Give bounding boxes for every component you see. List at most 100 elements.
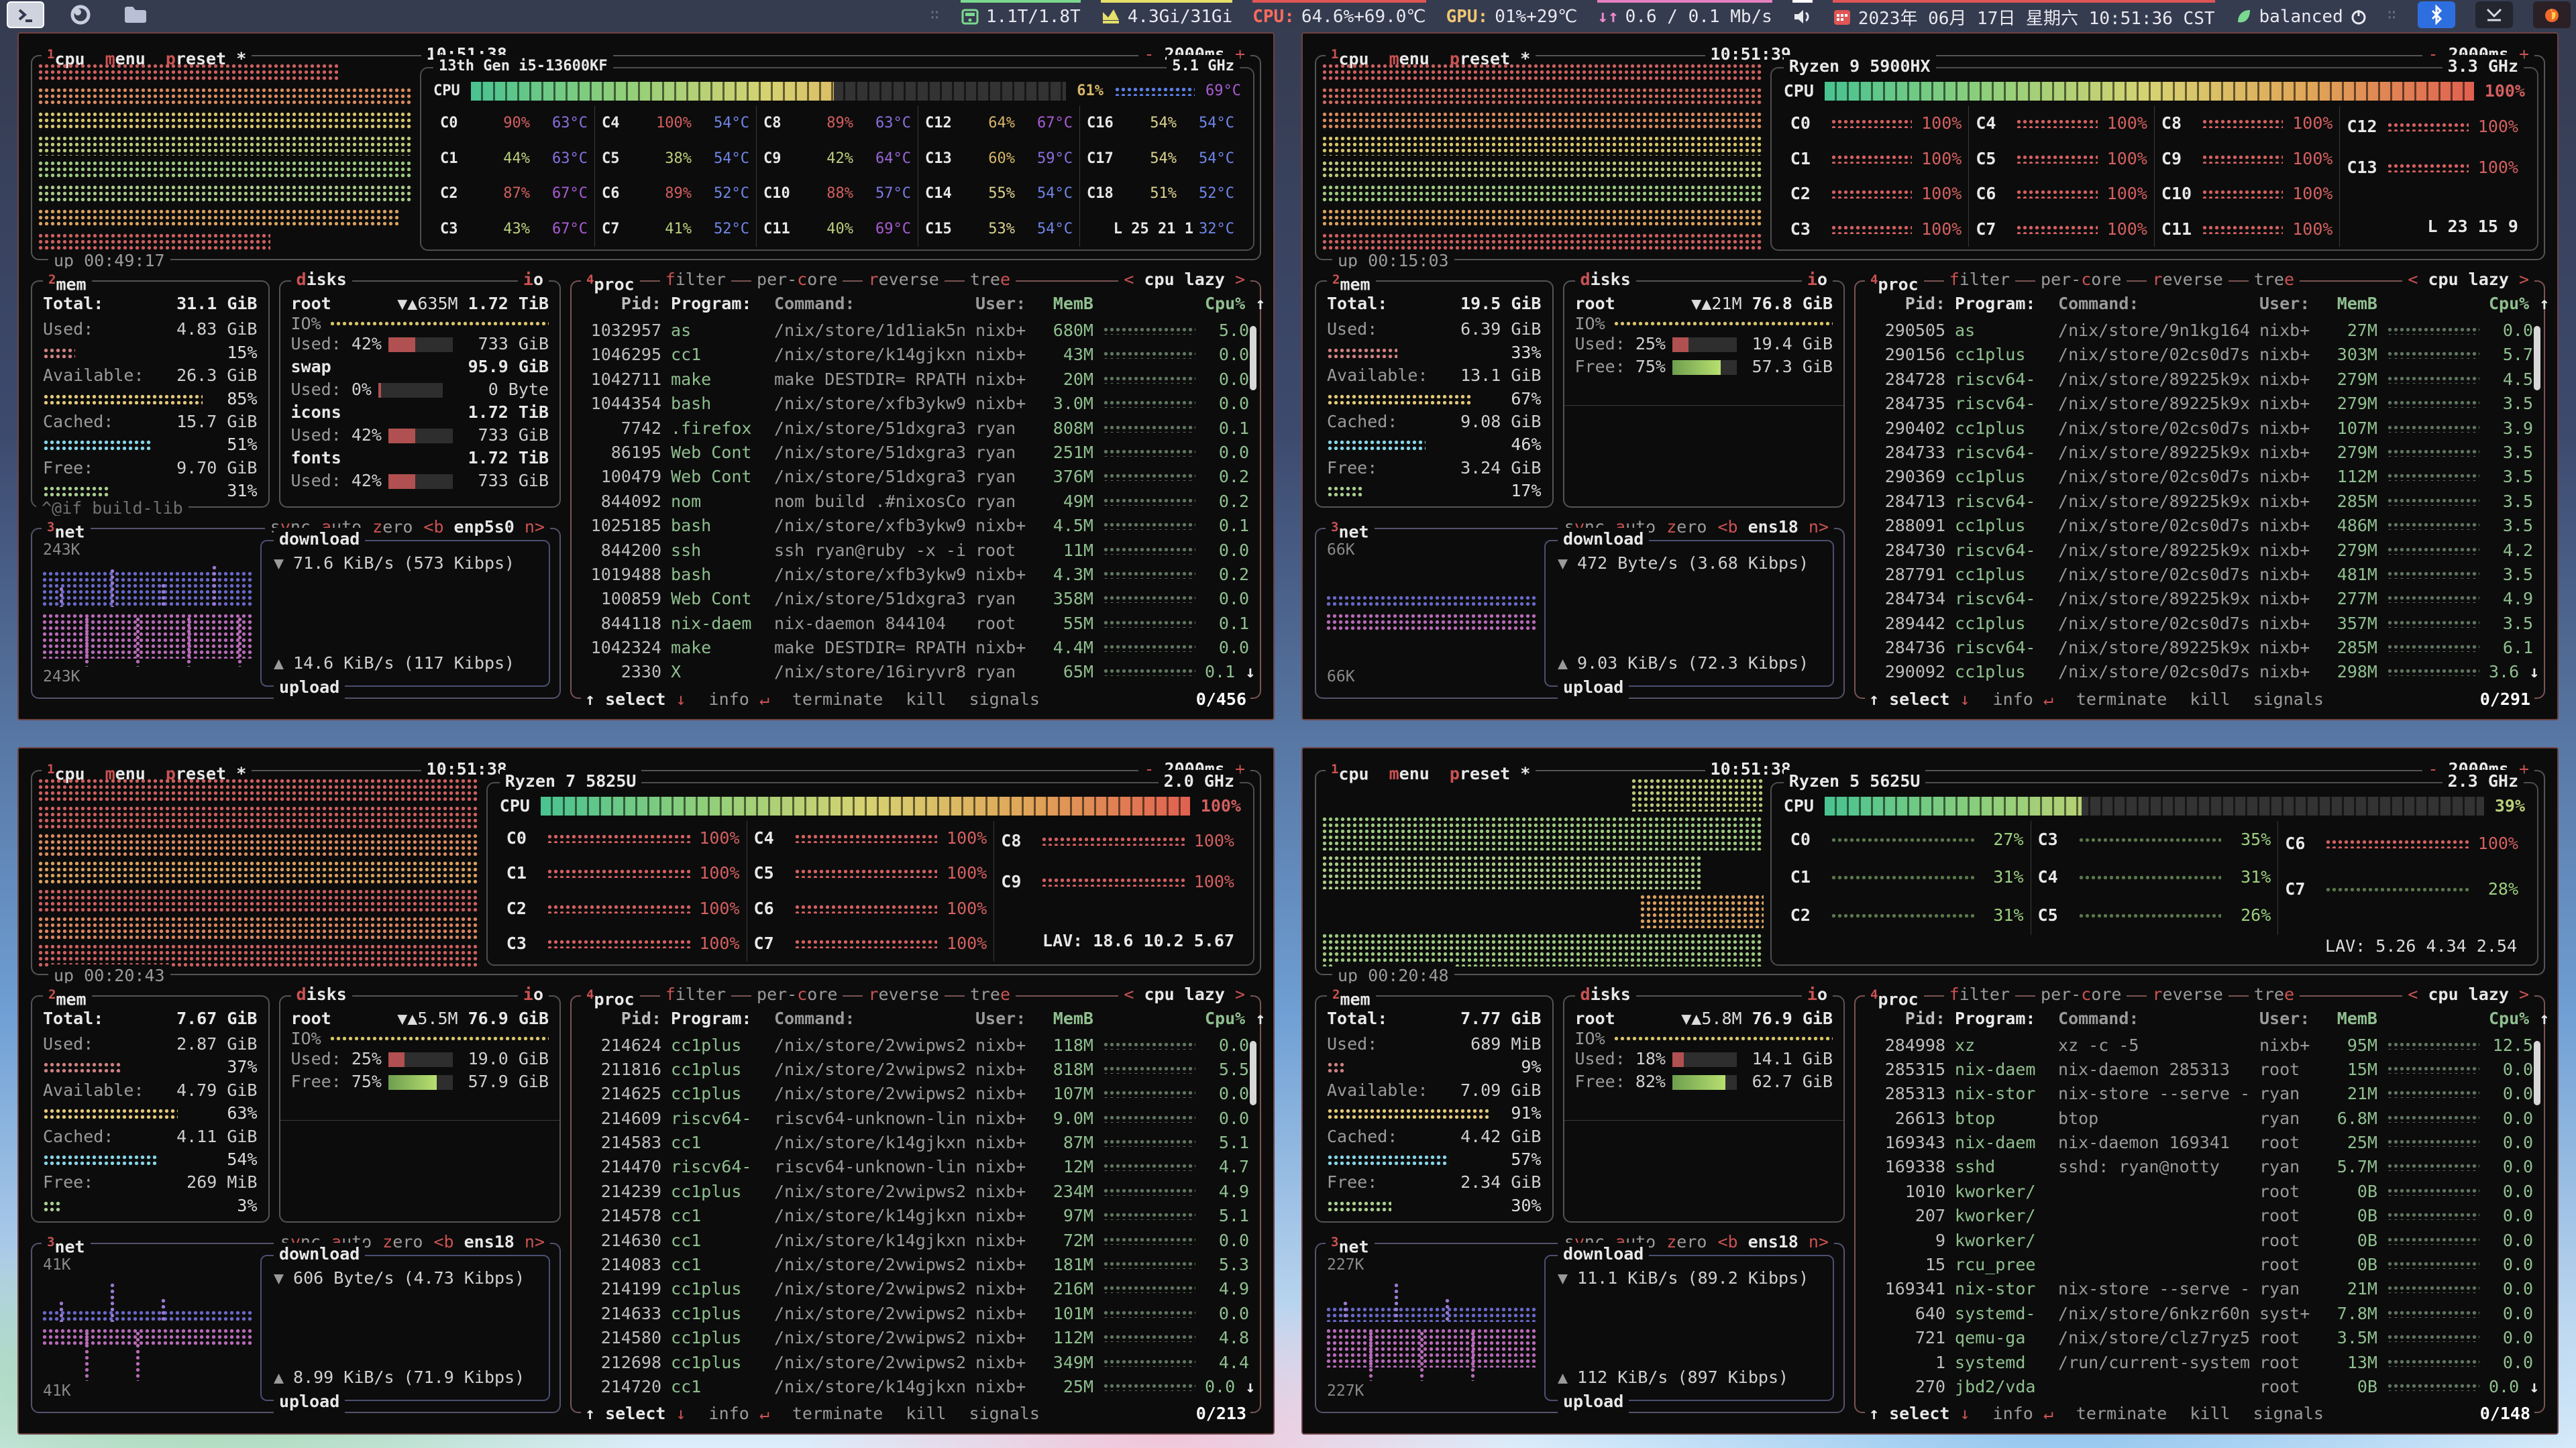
interface-selector[interactable]: <b ens18 n> [1712,1230,1835,1259]
process-row[interactable]: 285315 nix-daem nix-daemon 285313 root 15M 0.… [1866,1058,2533,1081]
terminate-action[interactable]: terminate [2076,1404,2167,1423]
process-row[interactable]: 1025185 bash/nix/store/xfb3ykw9 nixb+ 4.5M 0… [582,514,1249,537]
process-row[interactable]: 207 kworker/root 0B 0.0 [1866,1205,2533,1227]
preset-button[interactable]: preset * [1450,763,1530,785]
col-header-command[interactable]: Command: [2058,294,2139,313]
process-row[interactable]: 844118 nix-daem nix-daemon 844104 root 55M 0.… [582,612,1249,635]
col-header-memb[interactable]: MemB [1053,294,1093,313]
process-row[interactable]: 290156 cc1plus/nix/store/02cs0d7s nixb+ 303… [1866,343,2533,366]
col-header-command[interactable]: Command: [774,1008,855,1028]
process-row[interactable]: 1046295 cc1/nix/store/k14gjkxn nixb+ 43M 0.0 [582,343,1249,366]
signals-action[interactable]: signals [2253,689,2324,709]
interface-selector[interactable]: <b enp5s0 n> [418,516,551,544]
interval-decrease-button[interactable]: - [1144,44,1165,64]
process-row[interactable]: 1019488 bash/nix/store/xfb3ykw9 nixb+ 4.3M 0… [582,563,1249,586]
process-row[interactable]: 284728 riscv64-/nix/store/89225k9x nixb+ 27… [1866,368,2533,391]
proc-tab-filter[interactable]: filter [1943,983,2016,1011]
process-row[interactable]: 214720 cc1/nix/store/k14gjkxn nixb+ 25M 0.0 … [582,1376,1256,1398]
proc-tab-tree[interactable]: tree [964,268,1016,296]
signals-action[interactable]: signals [969,689,1040,709]
interface-next[interactable]: n> [1798,517,1829,537]
col-header-memb[interactable]: MemB [2337,294,2377,313]
interface-prev[interactable]: <b [423,517,454,537]
proc-tab-per-core[interactable]: per-core [751,983,843,1011]
process-row[interactable]: 1010 kworker/root 0B 0.0 [1866,1180,2533,1203]
proc-tab-reverse[interactable]: reverse [863,268,945,296]
process-row[interactable]: 214470 riscv64- riscv64-unknown-lin nixb+ 12… [582,1156,1249,1178]
signals-action[interactable]: signals [969,1404,1040,1423]
col-header-user[interactable]: User: [2259,294,2310,313]
proc-tab-reverse[interactable]: reverse [2147,983,2229,1011]
col-header-memb[interactable]: MemB [2337,1008,2377,1028]
col-header-user[interactable]: User: [975,294,1026,313]
process-row[interactable]: 284734 riscv64-/nix/store/89225k9x nixb+ 27… [1866,588,2533,610]
col-header-memb[interactable]: MemB [1053,1008,1093,1028]
process-scrollbar-thumb[interactable] [2534,1040,2540,1105]
io-tab-button[interactable]: io [517,268,549,291]
process-row[interactable]: 1032957 as/nix/store/1d1iak5n nixb+ 680M 5.0 [582,319,1249,342]
sort-selector[interactable]: < cpu lazy > [1118,983,1250,1011]
sort-prev[interactable]: < [2408,270,2428,289]
folder-icon[interactable] [117,1,154,28]
process-column-headers[interactable]: Pid: Program: Command: User: MemB Cpu% ↑ [582,1007,1266,1030]
process-row[interactable]: 1042711 make make DESTDIR= RPATH nixb+ 20M 0.… [582,368,1249,391]
interface-prev[interactable]: <b [433,1231,464,1251]
interface-next[interactable]: n> [514,1231,545,1251]
proc-tab-per-core[interactable]: per-core [2035,268,2127,296]
process-row[interactable]: 7742 .firefox/nix/store/51dxgra3 ryan 808M 0… [582,417,1249,440]
process-row[interactable]: 214083 cc1/nix/store/2vwipws2 nixb+ 181M 5.3 [582,1254,1249,1276]
gpu-module[interactable]: GPU: 01%+29℃ [1446,0,1578,30]
col-header-cpu[interactable]: Cpu% ↑ [1205,292,1265,315]
volume-module[interactable] [1792,0,1813,30]
proc-tab-filter[interactable]: filter [659,268,732,296]
process-row[interactable]: 26613 btop btop ryan 6.8M 0.0 [1866,1107,2533,1130]
process-row[interactable]: 1044354 bash/nix/store/xfb3ykw9 nixb+ 3.0M 0… [582,392,1249,415]
sort-selector[interactable]: < cpu lazy > [2402,268,2534,296]
process-row[interactable]: 290092 cc1plus/nix/store/02cs0d7s nixb+ 298… [1866,661,2540,683]
process-scrollbar-thumb[interactable] [2534,326,2540,390]
info-action[interactable]: info ↵ [1993,688,2053,711]
proc-tab-per-core[interactable]: per-core [751,268,843,296]
process-row[interactable]: 169341 nix-stor nix-store --serve - ryan 21M… [1866,1278,2533,1300]
zero-button[interactable]: zero [1661,516,1713,544]
process-row[interactable]: 284730 riscv64-/nix/store/89225k9x nixb+ 27… [1866,539,2533,562]
process-row[interactable]: 270 jbd2/vda root 0B 0.0 ↓ [1866,1376,2539,1398]
io-tab-button[interactable]: io [1801,983,1833,1006]
terminate-action[interactable]: terminate [792,1404,883,1423]
sort-selector[interactable]: < cpu lazy > [1118,268,1250,296]
cpu-module[interactable]: CPU: 64.6%+69.0℃ [1252,0,1426,30]
sort-next[interactable]: > [1224,984,1245,1004]
col-header-cpu[interactable]: Cpu% ↑ [2489,292,2549,315]
col-header-pid[interactable]: Pid: [1904,1008,1946,1028]
interval-decrease-button[interactable]: - [1144,759,1165,779]
disk-usage-module[interactable]: 1.1T/1.8T [960,0,1081,30]
process-row[interactable]: 214583 cc1/nix/store/k14gjkxn nixb+ 87M 5.1 [582,1131,1249,1154]
process-row[interactable]: 290369 cc1plus/nix/store/02cs0d7s nixb+ 112… [1866,465,2533,488]
process-row[interactable]: 214624 cc1plus/nix/store/2vwipws2 nixb+ 118… [582,1034,1249,1057]
col-header-pid[interactable]: Pid: [621,294,662,313]
select-action[interactable]: ↑ select ↓ [1869,1402,1970,1425]
process-row[interactable]: 214609 riscv64- riscv64-unknown-lin nixb+ 9.… [582,1107,1249,1130]
firefox-tray-icon[interactable] [2533,1,2571,28]
zero-button[interactable]: zero [367,516,419,544]
kill-action[interactable]: kill [906,1404,947,1423]
process-row[interactable]: 214239 cc1plus/nix/store/2vwipws2 nixb+ 234… [582,1180,1249,1203]
proc-tab-filter[interactable]: filter [1943,268,2016,296]
process-scrollbar-thumb[interactable] [1250,326,1256,390]
process-row[interactable]: 214633 cc1plus/nix/store/2vwipws2 nixb+ 101… [582,1302,1249,1325]
process-row[interactable]: 214630 cc1/nix/store/k14gjkxn nixb+ 72M 0.0 [582,1229,1249,1252]
process-row[interactable]: 211816 cc1plus/nix/store/2vwipws2 nixb+ 818… [582,1058,1249,1081]
clock-module[interactable]: 2023年 06月 17日 星期六 10:51:36 CST [1832,0,2215,30]
col-header-program[interactable]: Program: [671,1008,752,1028]
sort-prev[interactable]: < [2408,984,2428,1004]
process-row[interactable]: 721 qemu-ga/nix/store/clz7ryz5 root 3.5M 0.0 [1866,1327,2533,1349]
terminal-icon[interactable] [7,1,44,28]
process-row[interactable]: 289442 cc1plus/nix/store/02cs0d7s nixb+ 357… [1866,612,2533,635]
process-row[interactable]: 284736 riscv64-/nix/store/89225k9x nixb+ 28… [1866,636,2533,659]
col-header-command[interactable]: Command: [2058,1008,2139,1028]
kill-action[interactable]: kill [2190,1404,2231,1423]
sort-prev[interactable]: < [1124,984,1144,1004]
browser-icon[interactable] [62,1,99,28]
zero-button[interactable]: zero [377,1230,429,1259]
kill-action[interactable]: kill [906,689,947,709]
